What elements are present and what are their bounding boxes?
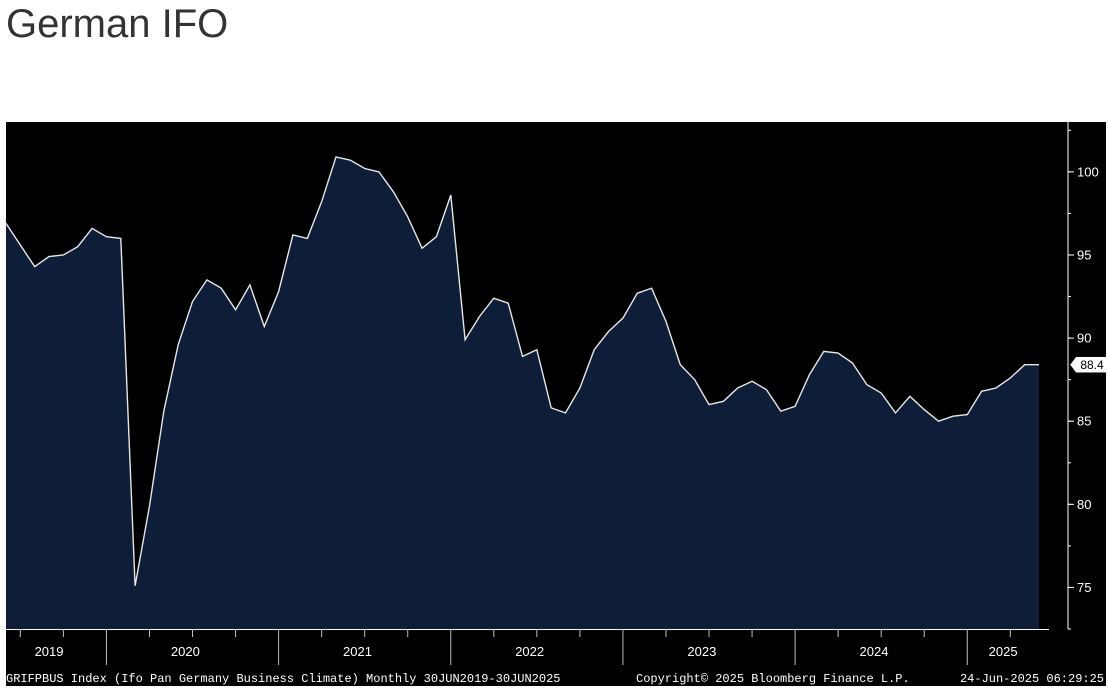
x-year-label: 2022	[515, 644, 544, 659]
chart-frame: 75 80 85 90 95 100 88.4 2019 2020 2021 2022 2023 20…	[6, 122, 1106, 686]
last-value-label: 88.4	[1080, 358, 1104, 372]
plot-layer	[6, 156, 1039, 629]
footer-source-text: GRIFPBUS Index (Ifo Pan Germany Business…	[6, 672, 561, 686]
y-tick-label: 95	[1077, 247, 1091, 262]
y-tick-label: 80	[1077, 497, 1091, 512]
y-tick-label: 75	[1077, 580, 1091, 595]
x-year-label: 2019	[35, 644, 64, 659]
y-tick-label: 85	[1077, 414, 1091, 429]
series-area	[6, 156, 1039, 629]
y-tick-label: 90	[1077, 331, 1091, 346]
x-year-label: 2024	[860, 644, 889, 659]
y-axis: 75 80 85 90 95 100 88.4	[1067, 122, 1106, 630]
x-year-label: 2023	[687, 644, 716, 659]
y-tick-label: 100	[1077, 164, 1099, 179]
x-axis: 2019 2020 2021 2022 2023 2024 2025	[6, 629, 1049, 665]
series-line	[6, 156, 1039, 586]
x-year-label: 2020	[171, 644, 200, 659]
footer-copyright-text: Copyright© 2025 Bloomberg Finance L.P.	[636, 672, 910, 686]
page-title: German IFO	[6, 2, 229, 46]
last-value-badge	[1069, 356, 1106, 373]
chart-footer: GRIFPBUS Index (Ifo Pan Germany Business…	[6, 672, 1104, 686]
x-year-label: 2025	[989, 644, 1018, 659]
x-year-label: 2021	[343, 644, 372, 659]
footer-timestamp-text: 24-Jun-2025 06:29:25	[960, 672, 1104, 686]
